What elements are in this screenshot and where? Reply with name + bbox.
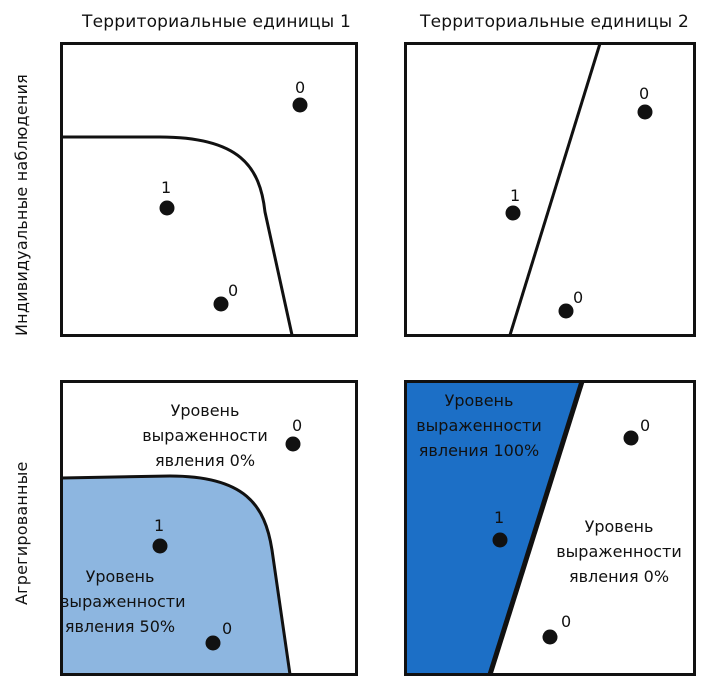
- point-marker: [292, 97, 308, 113]
- panel-individual-units-2: 0 1 0: [404, 42, 696, 337]
- region-label-line: явления 0%: [154, 451, 256, 470]
- panel-border: [404, 42, 696, 337]
- region-fill-100: [405, 381, 582, 675]
- panel-aggregated-1: 0 1 0 Уровень выраженности явления 0% Ур…: [60, 380, 358, 676]
- point-marker: [558, 303, 574, 319]
- point-marker: [542, 629, 558, 645]
- point-label: 1: [510, 186, 521, 205]
- point-marker: [637, 104, 653, 120]
- point-label: 0: [295, 78, 306, 97]
- boundary-line: [61, 135, 294, 336]
- point-label: 1: [161, 178, 172, 197]
- panel-individual-units-2-drawing: [404, 42, 696, 337]
- point-label: 0: [561, 612, 572, 631]
- region-label-line: явления 0%: [568, 567, 670, 586]
- region-label-line: Уровень: [170, 401, 240, 420]
- region-label-line: выраженности: [556, 542, 682, 561]
- region-label-line: выраженности: [416, 416, 542, 435]
- point-label: 0: [228, 281, 239, 300]
- column-title-2: Территориальные единицы 2: [420, 12, 689, 32]
- point-marker: [159, 200, 175, 216]
- panel-border-overlay: [60, 380, 358, 676]
- point-label: 0: [640, 416, 651, 435]
- region-label-0: Уровень выраженности явления 0%: [130, 398, 280, 473]
- column-title-1: Территориальные единицы 1: [82, 12, 351, 32]
- point-marker: [152, 538, 168, 554]
- panel-border: [60, 42, 358, 337]
- point-marker: [213, 296, 229, 312]
- point-marker: [623, 430, 639, 446]
- region-label-line: явления 50%: [64, 617, 176, 636]
- point-marker: [492, 532, 508, 548]
- boundary-line: [487, 380, 585, 676]
- panel-individual-units-1: 0 1 0: [60, 42, 358, 337]
- panel-aggregated-2-drawing: [404, 380, 696, 676]
- panel-aggregated-2: 0 1 0 Уровень выраженности явления 100% …: [404, 380, 696, 676]
- point-label: 0: [222, 619, 233, 638]
- region-label-line: выраженности: [60, 592, 186, 611]
- point-label: 1: [494, 508, 505, 527]
- region-fill-50: [61, 476, 290, 675]
- boundary-line: [61, 474, 292, 675]
- point-marker: [285, 436, 301, 452]
- point-marker: [205, 635, 221, 651]
- point-label: 1: [154, 516, 165, 535]
- panel-border-overlay: [404, 380, 696, 676]
- row-title-2: Агрегированные: [12, 461, 31, 605]
- boundary-line: [508, 43, 602, 336]
- point-marker: [505, 205, 521, 221]
- region-label-line: Уровень: [444, 391, 514, 410]
- region-label-100: Уровень выраженности явления 100%: [404, 388, 554, 463]
- panel-aggregated-1-drawing: [60, 380, 358, 676]
- row-title-1: Индивидуальные наблюдения: [12, 74, 31, 336]
- region-label-line: Уровень: [584, 517, 654, 536]
- region-label-0-right: Уровень выраженности явления 0%: [544, 514, 694, 589]
- region-label-line: Уровень: [85, 567, 155, 586]
- point-label: 0: [573, 288, 584, 307]
- region-label-line: явления 100%: [418, 441, 540, 460]
- region-label-line: выраженности: [142, 426, 268, 445]
- point-label: 0: [639, 84, 650, 103]
- panel-individual-units-1-drawing: [60, 42, 358, 337]
- region-label-50: Уровень выраженности явления 50%: [60, 564, 186, 639]
- point-label: 0: [292, 416, 303, 435]
